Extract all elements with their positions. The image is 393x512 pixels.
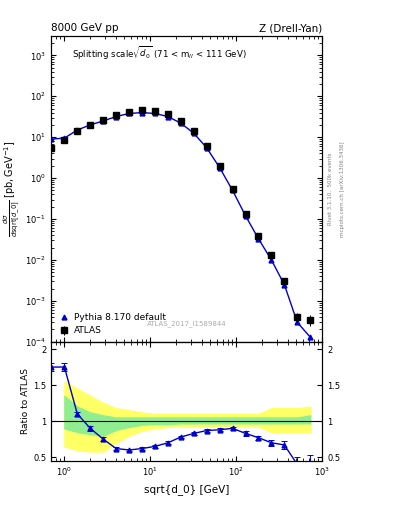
Pythia 8.170 default [230,187,235,194]
Pythia 8.170 default [269,257,274,263]
Text: mcplots.cern.ch [arXiv:1306.3436]: mcplots.cern.ch [arXiv:1306.3436] [340,141,345,237]
Text: Rivet 3.1.10,  500k events: Rivet 3.1.10, 500k events [328,153,333,225]
Pythia 8.170 default [191,130,196,136]
Pythia 8.170 default [243,213,248,219]
Legend: Pythia 8.170 default, ATLAS: Pythia 8.170 default, ATLAS [55,311,167,337]
Pythia 8.170 default [308,334,312,340]
Pythia 8.170 default [165,114,170,120]
Y-axis label: $\frac{d\sigma}{d\mathrm{sqrt}[d\_0]}\ \mathrm{[pb,GeV^{-1}]}$: $\frac{d\sigma}{d\mathrm{sqrt}[d\_0]}\ \… [1,141,21,237]
Pythia 8.170 default [127,111,131,117]
Pythia 8.170 default [217,165,222,171]
Text: ATLAS_2017_I1589844: ATLAS_2017_I1589844 [147,320,226,327]
Text: Splitting scale$\sqrt{d_0}$ (71 < m$_{ll}$ < 111 GeV): Splitting scale$\sqrt{d_0}$ (71 < m$_{ll… [72,45,247,62]
Text: 8000 GeV pp: 8000 GeV pp [51,23,119,33]
Pythia 8.170 default [204,145,209,151]
Pythia 8.170 default [88,122,93,128]
X-axis label: sqrt{d_0} [GeV]: sqrt{d_0} [GeV] [144,484,230,495]
Pythia 8.170 default [75,127,80,133]
Text: Z (Drell-Yan): Z (Drell-Yan) [259,23,322,33]
Pythia 8.170 default [101,118,106,124]
Pythia 8.170 default [140,110,144,116]
Y-axis label: Ratio to ATLAS: Ratio to ATLAS [21,368,30,434]
Pythia 8.170 default [256,236,261,242]
Pythia 8.170 default [49,136,54,142]
Pythia 8.170 default [282,282,286,288]
Pythia 8.170 default [152,111,157,117]
Pythia 8.170 default [114,114,119,120]
Line: Pythia 8.170 default: Pythia 8.170 default [49,110,313,339]
Pythia 8.170 default [62,135,67,141]
Pythia 8.170 default [295,319,299,325]
Pythia 8.170 default [178,120,183,126]
